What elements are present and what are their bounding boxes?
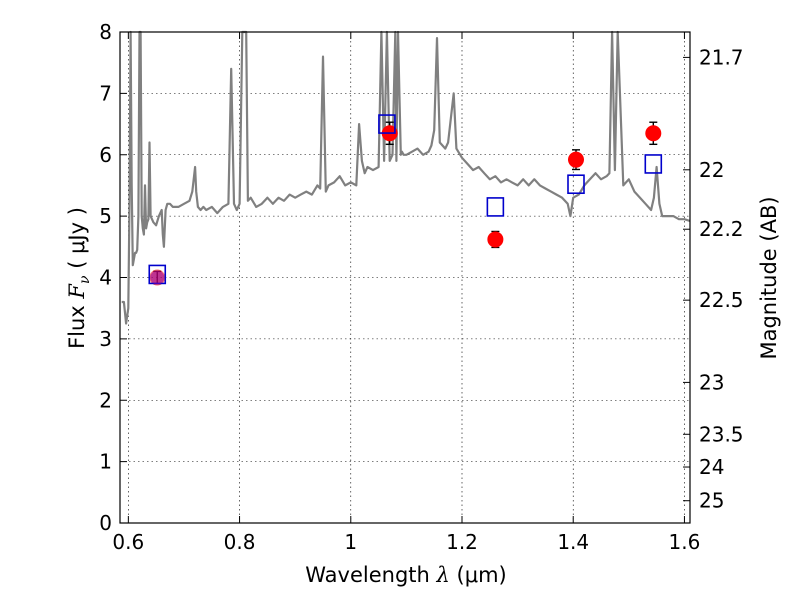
y-tick-label: 4 <box>99 266 112 290</box>
x-tick-label: 1.2 <box>446 530 478 554</box>
x-tick-label: 1.6 <box>669 530 701 554</box>
observed-point <box>645 125 662 142</box>
x-tick-label: 0.6 <box>112 530 144 554</box>
y2-axis-label: Magnitude (AB) <box>757 196 781 359</box>
gridlines <box>120 31 690 524</box>
y-axis-label-unit: ( μJy ) <box>65 207 89 269</box>
x-axis-label: Wavelength λ (μm) <box>305 563 506 587</box>
model-points-layer <box>148 114 663 285</box>
x-tick-label: 0.8 <box>224 530 256 554</box>
y-tick-label: 3 <box>99 327 112 351</box>
y-tick-label: 6 <box>99 143 112 167</box>
model-point <box>644 154 663 174</box>
overlap-point <box>150 270 165 285</box>
y-tick-label: 0 <box>99 511 112 535</box>
y2-tick-label: 24 <box>699 455 724 479</box>
y-tick-label: 5 <box>99 204 112 228</box>
x-tick-label: 1.4 <box>557 530 589 554</box>
y-axis-label-subscript: ν <box>77 275 93 284</box>
observed-point <box>568 151 584 168</box>
x-tick-label: 1 <box>344 530 357 554</box>
observed-point <box>487 231 504 248</box>
y-tick-label: 7 <box>99 81 112 105</box>
y2-tick-label: 23.5 <box>699 422 744 446</box>
x-axis-label-unit: (μm) <box>457 563 507 587</box>
y-tick-label: 2 <box>99 388 112 412</box>
x-axis-label-symbol: λ <box>436 563 450 587</box>
spectrum-line <box>121 30 691 325</box>
axis-ticks <box>120 31 690 524</box>
y2-tick-labels: 21.7 22 22.2 22.5 23 23.5 24 25 <box>699 45 744 512</box>
y2-tick-label: 22.2 <box>699 217 744 241</box>
y-axis-label-text: Flux <box>65 305 89 349</box>
model-point <box>378 114 396 134</box>
y2-tick-label: 21.7 <box>699 45 744 69</box>
model-point <box>486 197 505 217</box>
model-spectrum-layer <box>121 30 691 325</box>
y-axis-label: Flux Fν ( μJy ) <box>65 207 93 349</box>
y2-tick-label: 25 <box>699 489 724 513</box>
y2-tick-label: 22 <box>699 158 724 182</box>
x-tick-labels: 0.6 0.8 1 1.2 1.4 1.6 <box>112 530 700 554</box>
y-tick-label: 1 <box>99 450 112 474</box>
y-tick-label: 8 <box>99 20 112 44</box>
y2-tick-label: 23 <box>699 370 724 394</box>
y-axis-label-symbol: F <box>65 283 89 300</box>
model-point <box>567 174 585 195</box>
x-axis-label-text: Wavelength <box>305 563 430 587</box>
y-tick-labels: 0 1 2 3 4 5 6 7 8 <box>99 20 112 535</box>
y2-tick-label: 22.5 <box>699 288 744 312</box>
